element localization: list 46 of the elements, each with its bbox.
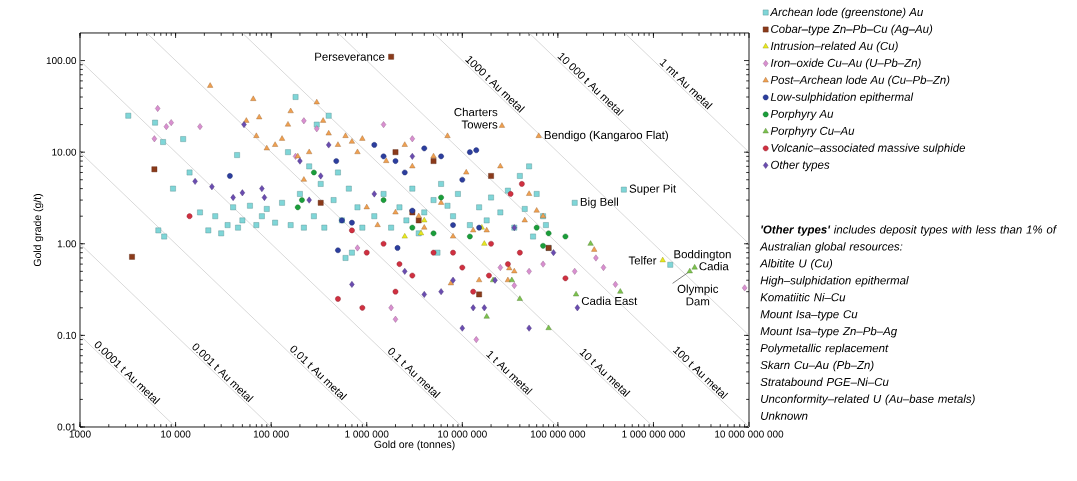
annotation: Boddington xyxy=(674,249,731,261)
text: Stratabound PGE–Ni–Cu xyxy=(760,377,889,387)
text: Unknown xyxy=(761,411,808,420)
annotation: Perseverance xyxy=(315,52,385,61)
y-tick-label: 0.10 xyxy=(57,331,77,339)
y-axis-title: Gold grade (g/t) xyxy=(33,194,44,267)
legend-label: Porphyry Cu–Au xyxy=(770,126,855,138)
text: Unconformity–related U (Au–base metals) xyxy=(761,394,975,406)
x-tick-label: 1 000 000 000 xyxy=(622,430,685,438)
text: Komatiitic Ni–Cu xyxy=(760,292,846,302)
text: Polymetallic replacement xyxy=(760,343,889,355)
legend-label: Intrusion–related Au (Cu) xyxy=(770,41,898,53)
x-tick-label: 1000 xyxy=(69,430,91,438)
annotation: Telfer xyxy=(628,256,657,265)
annotation: Super Pit xyxy=(629,184,677,195)
annotation: Olympic Dam xyxy=(677,284,719,306)
text: 'Other types' includes deposit types with less than 1% of Australian global resources: xyxy=(759,225,1057,253)
annotation: Big Bell xyxy=(580,197,618,209)
text: Albitite U (Cu) xyxy=(759,259,833,270)
annotation: Charters Towers xyxy=(454,107,498,129)
legend-label: Low-sulphidation epithermal xyxy=(770,92,914,104)
x-tick-label: 10 000 xyxy=(161,430,191,438)
legend-label: Cobar–type Zn–Pb–Cu (Ag–Au) xyxy=(771,24,933,36)
legend-label: Other types xyxy=(771,160,830,172)
text: Mount Isa–type Zn–Pb–Ag xyxy=(760,326,898,338)
annotation: Cadia xyxy=(699,261,729,271)
annotation: Bendigo (Kangaroo Flat) xyxy=(544,130,668,142)
legend-label: Archean lode (greenstone) Au xyxy=(769,7,924,19)
text: Skarn Cu–Au (Pb–Zn) xyxy=(760,360,874,372)
text: High–sulphidation epithermal xyxy=(760,276,909,287)
x-tick-label: 100 000 000 xyxy=(530,430,586,438)
legend-label: Porphyry Au xyxy=(770,109,834,121)
x-tick-label: 1 000 000 xyxy=(345,430,389,438)
text: Mount Isa–type Cu xyxy=(760,310,858,321)
annotation: Cadia East xyxy=(581,296,638,306)
y-tick-label: 1.00 xyxy=(57,240,77,248)
y-tick-label: 10.00 xyxy=(52,148,77,156)
x-tick-label: 10 000 000 000 xyxy=(715,430,784,438)
legend-label: Post–Archean lode Au (Cu–Pb–Zn) xyxy=(770,75,950,87)
x-tick-label: 100 000 xyxy=(253,430,289,438)
x-tick-label: 10 000 000 xyxy=(438,430,487,438)
legend-label: Volcanic–associated massive sulphide xyxy=(771,143,966,155)
x-axis-title: Gold ore (tonnes) xyxy=(374,440,455,451)
y-tick-label: 0.01 xyxy=(57,423,77,431)
y-tick-label: 100.00 xyxy=(46,57,77,65)
legend-label: Iron–oxide Cu–Au (U–Pb–Zn) xyxy=(770,58,921,70)
